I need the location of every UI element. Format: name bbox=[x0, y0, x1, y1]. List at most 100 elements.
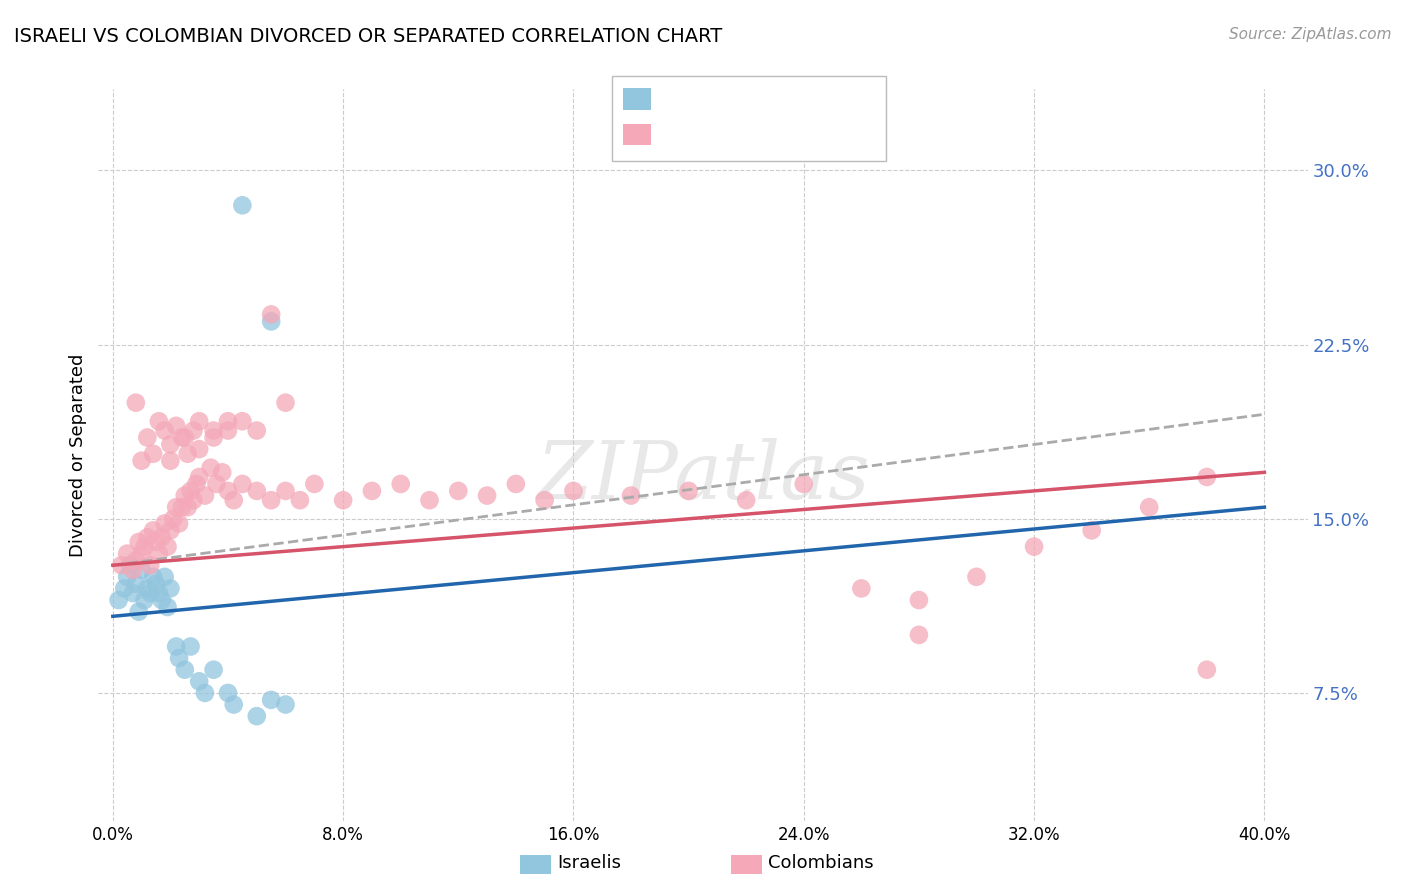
Point bbox=[1137, 500, 1160, 515]
Point bbox=[142, 447, 165, 461]
Y-axis label: Divorced or Separated: Divorced or Separated bbox=[69, 353, 87, 557]
Point bbox=[110, 558, 132, 573]
Point bbox=[173, 663, 195, 677]
Point bbox=[159, 437, 181, 451]
Point bbox=[150, 593, 173, 607]
Point bbox=[156, 540, 179, 554]
Point bbox=[202, 424, 225, 438]
Point bbox=[173, 430, 195, 444]
Point bbox=[217, 483, 239, 498]
Point bbox=[131, 563, 153, 577]
Point bbox=[134, 540, 156, 554]
Text: R =  0.207   N =: R = 0.207 N = bbox=[659, 124, 813, 142]
Point bbox=[136, 530, 159, 544]
Point bbox=[153, 570, 176, 584]
Point bbox=[148, 414, 170, 428]
Point bbox=[156, 600, 179, 615]
Point bbox=[389, 477, 412, 491]
Point bbox=[112, 582, 135, 596]
Point bbox=[217, 414, 239, 428]
Text: R =  0.135   N =: R = 0.135 N = bbox=[659, 88, 813, 106]
Point bbox=[260, 314, 283, 328]
Point bbox=[122, 563, 145, 577]
Point bbox=[153, 516, 176, 531]
Point bbox=[908, 628, 931, 642]
Point bbox=[194, 686, 217, 700]
Point bbox=[150, 530, 173, 544]
Point bbox=[332, 493, 354, 508]
Point bbox=[176, 500, 198, 515]
Point bbox=[260, 308, 283, 322]
Point bbox=[246, 483, 269, 498]
Point bbox=[142, 524, 165, 538]
Point bbox=[139, 586, 162, 600]
Point bbox=[678, 483, 700, 498]
Point bbox=[447, 483, 470, 498]
Point bbox=[134, 593, 156, 607]
Text: ZIPatlas: ZIPatlas bbox=[536, 438, 870, 516]
Point bbox=[222, 698, 245, 712]
Point bbox=[165, 418, 187, 433]
Point bbox=[222, 493, 245, 508]
Text: Israelis: Israelis bbox=[557, 855, 621, 872]
Point bbox=[231, 477, 253, 491]
Point bbox=[1195, 663, 1218, 677]
Point bbox=[131, 547, 153, 561]
Point bbox=[966, 570, 988, 584]
Point bbox=[159, 524, 181, 538]
Point bbox=[186, 477, 208, 491]
Point bbox=[180, 483, 202, 498]
Point bbox=[183, 493, 205, 508]
Point bbox=[260, 493, 283, 508]
Point bbox=[851, 582, 873, 596]
Point bbox=[159, 582, 181, 596]
Point bbox=[908, 593, 931, 607]
Point bbox=[107, 593, 129, 607]
Point bbox=[122, 586, 145, 600]
Point bbox=[418, 493, 440, 508]
Point bbox=[159, 454, 181, 468]
Point bbox=[167, 516, 190, 531]
Point bbox=[1022, 540, 1045, 554]
Point bbox=[188, 442, 211, 456]
Text: Colombians: Colombians bbox=[768, 855, 873, 872]
Point bbox=[188, 674, 211, 689]
Point bbox=[260, 693, 283, 707]
Point bbox=[475, 489, 498, 503]
Point bbox=[125, 395, 148, 409]
Point bbox=[562, 483, 585, 498]
Point bbox=[176, 447, 198, 461]
Point bbox=[231, 198, 253, 212]
Point bbox=[170, 500, 193, 515]
Point bbox=[735, 493, 758, 508]
Point bbox=[170, 430, 193, 444]
Point bbox=[274, 698, 297, 712]
Point bbox=[304, 477, 326, 491]
Point bbox=[246, 424, 269, 438]
Point bbox=[620, 489, 643, 503]
Point bbox=[120, 558, 142, 573]
Point bbox=[274, 395, 297, 409]
Text: Source: ZipAtlas.com: Source: ZipAtlas.com bbox=[1229, 27, 1392, 42]
Point bbox=[115, 547, 138, 561]
Point bbox=[180, 640, 202, 654]
Point bbox=[1080, 524, 1102, 538]
Point bbox=[205, 477, 228, 491]
Point bbox=[145, 535, 167, 549]
Point bbox=[200, 460, 222, 475]
Point bbox=[202, 430, 225, 444]
Point bbox=[211, 466, 233, 480]
Point bbox=[231, 414, 253, 428]
Point bbox=[165, 500, 187, 515]
Point bbox=[183, 424, 205, 438]
Point bbox=[167, 651, 190, 665]
Point bbox=[274, 483, 297, 498]
Point bbox=[217, 424, 239, 438]
Point bbox=[131, 454, 153, 468]
Point bbox=[128, 605, 150, 619]
Point bbox=[288, 493, 311, 508]
Point bbox=[125, 553, 148, 567]
Point bbox=[128, 535, 150, 549]
Point bbox=[246, 709, 269, 723]
Point bbox=[793, 477, 815, 491]
